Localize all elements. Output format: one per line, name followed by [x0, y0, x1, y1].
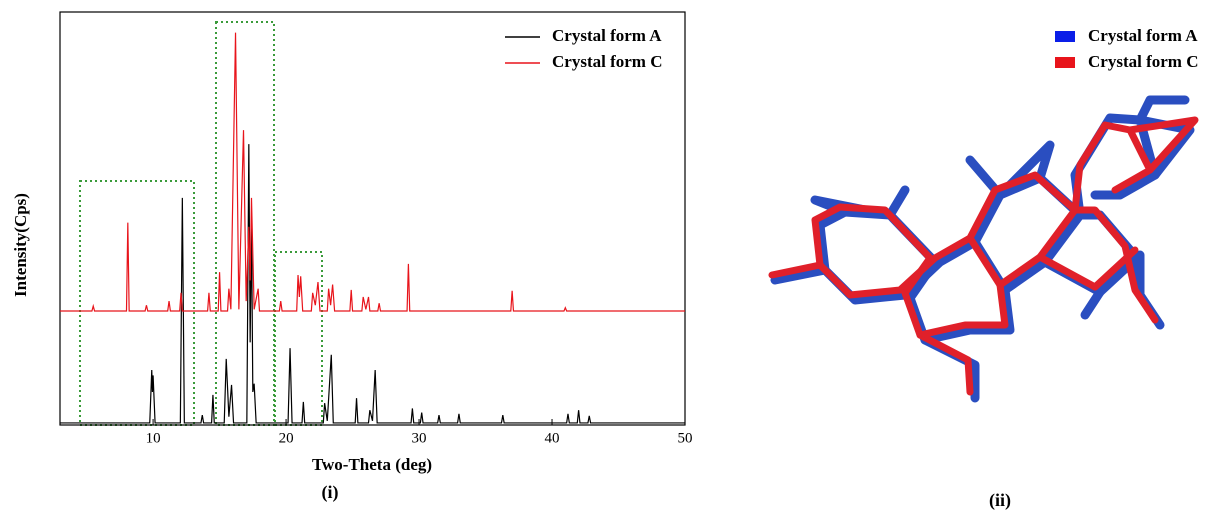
legend-swatch [1055, 57, 1075, 68]
legend-label: Crystal form C [1088, 52, 1198, 71]
x-tick-label: 20 [279, 430, 294, 446]
legend-label: Crystal form C [552, 52, 662, 71]
data-line [60, 33, 685, 311]
x-tick-label: 40 [545, 430, 560, 446]
legend-label: Crystal form A [552, 26, 662, 45]
plot-frame [60, 12, 685, 425]
molecule-form-c [772, 120, 1195, 392]
x-tick-label: 30 [412, 430, 427, 446]
panel-label: (ii) [989, 490, 1011, 511]
x-tick-label: 50 [678, 430, 693, 446]
panel-label: (i) [322, 482, 339, 503]
highlight-boxes [80, 22, 322, 425]
x-axis-label: Two-Theta (deg) [312, 455, 432, 474]
structure-legend: Crystal form A Crystal form C [1055, 26, 1198, 71]
highlight-box [80, 181, 194, 425]
y-axis-label: Intensity(Cps) [11, 193, 30, 297]
molecule-structure [772, 100, 1195, 398]
legend-swatch [1055, 31, 1075, 42]
legend-label: Crystal form A [1088, 26, 1198, 45]
data-line [60, 144, 685, 423]
x-tick-label: 10 [146, 430, 161, 446]
figure: Two-Theta (deg) Intensity(Cps) (i) (ii) … [0, 0, 1215, 514]
